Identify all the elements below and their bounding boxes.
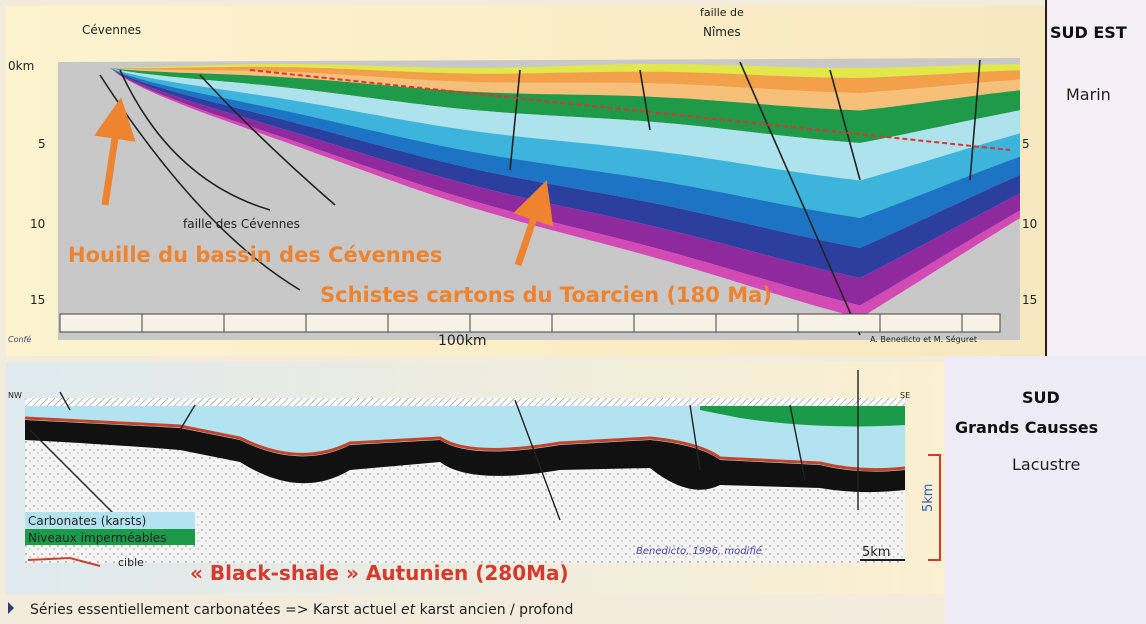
impermeable [700,400,905,427]
depth-label: 10 [30,217,45,231]
annotation: Schistes cartons du Toarcien (180 Ma) [320,283,772,307]
layer [110,66,1020,93]
legend-swatch [25,529,195,545]
legend-label: Carbonates (karsts) [28,514,146,528]
credit: A. Benedicto et M. Séguret [870,334,977,344]
scale-label: 5km [862,545,890,560]
legend-label: cible [118,556,144,569]
orientation: SE [900,391,910,400]
carbonates [25,400,905,472]
source: Confé [8,334,31,344]
bottom-side-panel [945,356,1146,624]
footer-part: Séries essentiellement carbonatées => Ka… [30,602,401,618]
legend-swatch [25,512,195,529]
arrow [94,97,136,206]
depth-label: 15 [1022,293,1037,307]
depth-label: 10 [1022,217,1037,231]
depth-label: 5 [38,137,46,151]
fault-label: Nîmes [703,25,741,39]
layer [110,67,1020,111]
fault-label: faille des Cévennes [183,217,300,231]
side-subtitle: Marin [1066,85,1111,104]
annotation: Houille du bassin des Cévennes [68,243,442,267]
layer [110,67,1020,143]
footer-text: Séries essentiellement carbonatées => Ka… [30,602,573,618]
annotation: « Black-shale » Autunien (280Ma) [190,561,569,585]
side-note: Lacustre [1012,455,1080,474]
scale-bar [928,454,941,561]
layer [110,67,1020,181]
arrow [513,180,554,267]
side-title: SUD [1022,388,1060,407]
depth-label: 15 [30,293,45,307]
black-shale [25,420,905,493]
legend-swatch [27,556,101,567]
credit: Benedicto, 1996, modifié [636,545,762,557]
layer [110,64,1020,78]
target-line [24,416,906,472]
depth-label: 5 [1022,137,1030,151]
surface [25,398,905,406]
footer-part: karst ancien / profond [415,602,573,618]
side-subtitle: Grands Causses [955,418,1098,437]
orientation: NW [8,391,22,400]
top-side-panel [1048,0,1146,356]
faults [29,370,859,521]
scale-bar [59,313,1001,333]
place-label: Cévennes [82,23,141,37]
bullet [8,602,14,614]
scale-label: 5km [921,484,936,512]
footer-part: et [401,602,416,618]
scale-divisions [141,314,963,332]
legend-label: Niveaux imperméables [28,531,166,545]
toarcian-line [249,69,1011,151]
fault-label: faille de [700,6,744,19]
scale-label: 100km [438,333,486,349]
depth-label: 0km [8,59,34,73]
side-title: SUD EST [1050,23,1127,42]
